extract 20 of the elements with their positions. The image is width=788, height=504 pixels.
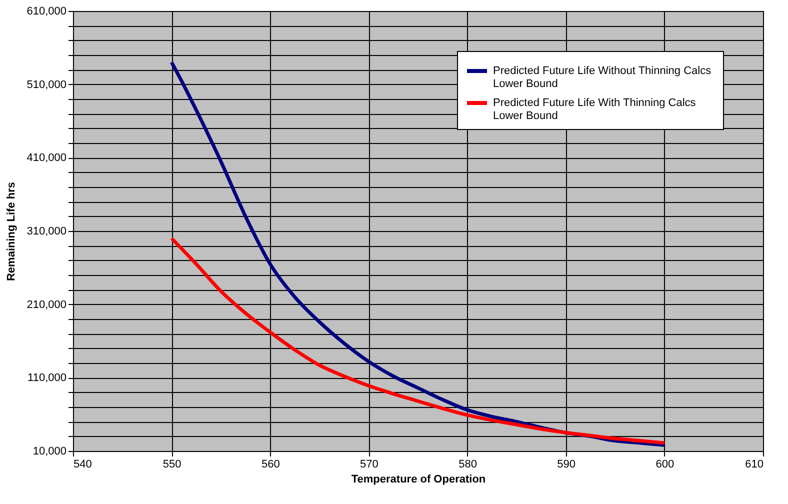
x-tick-label: 560 <box>261 458 280 470</box>
x-tick-label: 540 <box>74 458 92 470</box>
x-tick-label: 600 <box>656 458 674 470</box>
x-tick-label: 610 <box>745 458 764 470</box>
y-tick-label: 110,000 <box>28 372 66 384</box>
y-tick-label: 310,000 <box>26 226 66 238</box>
x-tick-label: 570 <box>360 458 378 470</box>
x-tick-label: 590 <box>557 458 576 470</box>
x-axis-title: Temperature of Operation <box>351 474 486 486</box>
x-tick-label: 550 <box>162 458 182 470</box>
legend-label: Predicted Future Life Without Thinning Calcs Lower Bound <box>493 65 712 90</box>
line-series <box>170 236 666 445</box>
y-tick-label: 410,000 <box>26 152 66 164</box>
y-tick-label: 210,000 <box>26 298 66 311</box>
y-tick-label: 10,000 <box>32 446 66 458</box>
y-tick-label: 510,000 <box>26 78 66 91</box>
y-axis-title: Remaining Life hrs <box>6 182 18 282</box>
y-tick-label: 610,000 <box>26 6 66 18</box>
x-tick-label: 580 <box>458 458 477 470</box>
legend-label: Predicted Future Life With Thinning Calcs Lower Bound <box>493 97 696 122</box>
